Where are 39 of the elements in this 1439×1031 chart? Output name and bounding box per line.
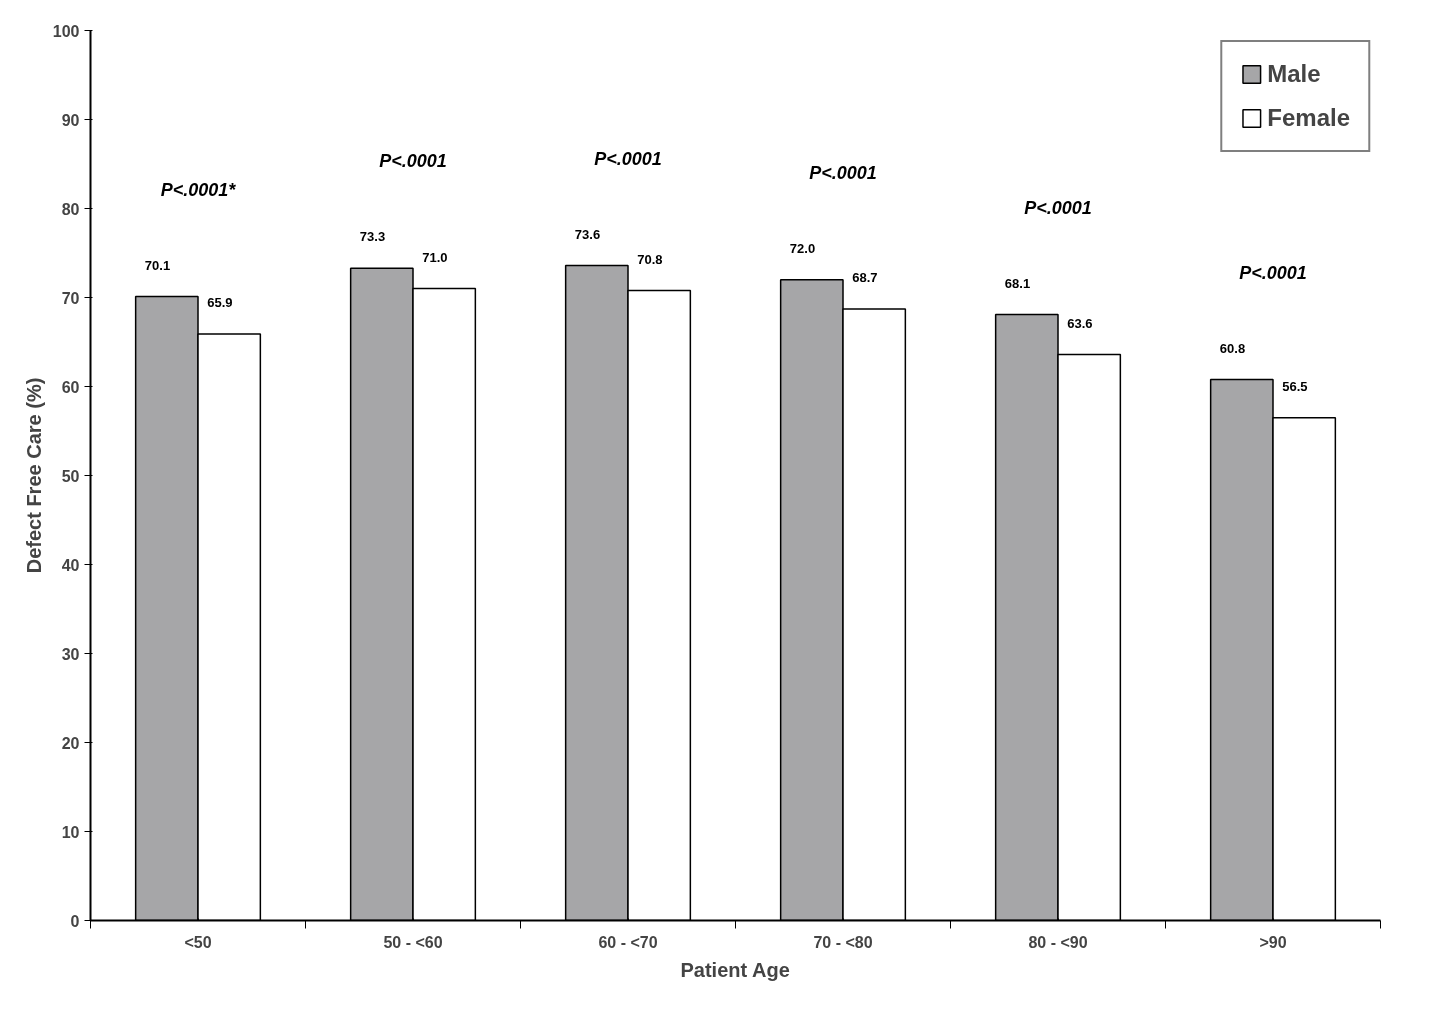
legend-label: Female bbox=[1267, 104, 1350, 132]
annotation: P<.0001 bbox=[809, 162, 877, 183]
legend-label: Male bbox=[1267, 60, 1321, 88]
y-tick-label: 70 bbox=[61, 289, 80, 307]
y-tick-label: 80 bbox=[61, 200, 80, 218]
data-label: 68.7 bbox=[852, 270, 878, 286]
data-label: 73.3 bbox=[359, 229, 386, 245]
y-tick-label: 90 bbox=[61, 111, 80, 129]
data-label: 71.0 bbox=[422, 249, 448, 265]
y-tick-label: 40 bbox=[61, 556, 80, 574]
y-tick-label: 30 bbox=[61, 645, 80, 663]
data-label: 60.8 bbox=[1219, 340, 1246, 356]
x-tick-label: <50 bbox=[184, 933, 212, 951]
data-label: 73.6 bbox=[574, 226, 601, 242]
data-label: 70.1 bbox=[144, 257, 171, 273]
y-tick-label: 20 bbox=[61, 734, 80, 752]
data-label: 68.1 bbox=[1004, 275, 1031, 291]
annotation: P<.0001* bbox=[160, 179, 237, 200]
y-axis-title: Defect Free Care (%) bbox=[22, 377, 45, 574]
data-label: 65.9 bbox=[207, 295, 233, 311]
y-tick-label: 10 bbox=[61, 823, 80, 841]
annotation: P<.0001 bbox=[1239, 262, 1307, 283]
annotation: P<.0001 bbox=[594, 148, 662, 169]
y-tick-label: 100 bbox=[52, 22, 80, 40]
x-axis-title: Patient Age bbox=[680, 958, 790, 981]
data-label: 56.5 bbox=[1282, 378, 1308, 394]
x-tick-label: >90 bbox=[1259, 933, 1287, 951]
x-tick-label: 50 - <60 bbox=[383, 933, 443, 951]
annotation: P<.0001 bbox=[1024, 197, 1092, 218]
data-label: 63.6 bbox=[1067, 315, 1093, 331]
data-label: 72.0 bbox=[789, 241, 816, 256]
x-tick-label: 80 - <90 bbox=[1028, 933, 1088, 951]
y-tick-label: 0 bbox=[70, 912, 80, 930]
annotation: P<.0001 bbox=[379, 151, 447, 172]
y-tick-label: 60 bbox=[61, 378, 80, 396]
data-label: 70.8 bbox=[637, 251, 663, 267]
x-tick-label: 60 - <70 bbox=[598, 933, 658, 951]
y-tick-label: 50 bbox=[61, 467, 80, 485]
x-tick-label: 70 - <80 bbox=[813, 933, 873, 951]
